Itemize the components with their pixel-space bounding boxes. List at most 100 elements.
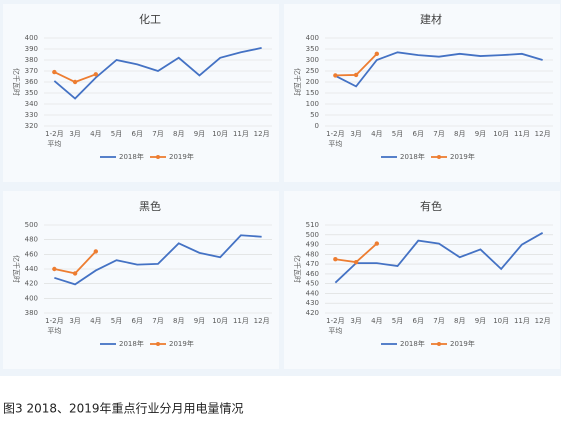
y-tick-label: 400 (306, 34, 319, 42)
x-tick-label: 9月 (194, 317, 205, 325)
series-line (334, 232, 544, 284)
y-tick-label: 100 (306, 100, 319, 108)
x-tick-label: 12月 (254, 130, 270, 138)
x-tick-line: 8月 (454, 130, 465, 138)
y-tick-label: 480 (25, 236, 38, 244)
x-tick-line: 1-2月 (326, 317, 344, 325)
x-tick-label: 3月 (69, 130, 80, 138)
y-axis-label: 亿千瓦时 (12, 68, 21, 96)
chart-area (284, 191, 560, 369)
point (52, 69, 57, 75)
x-tick-line: 4月 (90, 317, 101, 325)
chart-title: 有色 (420, 199, 442, 213)
x-tick-line: 8月 (173, 130, 184, 138)
x-tick-label: 1-2月平均 (326, 317, 344, 335)
x-tick-label: 7月 (433, 317, 444, 325)
point (374, 51, 380, 57)
point (72, 271, 78, 276)
x-tick-label: 6月 (132, 130, 143, 138)
point (333, 73, 338, 78)
point (333, 257, 338, 262)
y-tick-label: 50 (310, 111, 319, 119)
x-tick-line: 9月 (475, 130, 486, 138)
x-tick-line: 3月 (69, 317, 80, 325)
x-tick-line: 6月 (413, 130, 424, 138)
y-tick-label: 340 (25, 100, 38, 108)
x-tick-label: 11月 (233, 317, 249, 325)
x-tick-line: 10月 (212, 130, 228, 138)
point (93, 249, 99, 254)
x-tick-line: 9月 (194, 130, 205, 138)
legend-marker (437, 155, 441, 159)
x-tick-label: 12月 (535, 317, 551, 325)
x-tick-line: 5月 (111, 130, 122, 138)
x-tick-line: 12月 (254, 317, 270, 325)
y-tick-label: 250 (306, 67, 319, 75)
y-tick-label: 400 (25, 294, 38, 302)
x-tick-label: 9月 (475, 130, 486, 138)
x-tick-label: 1-2月平均 (326, 130, 344, 148)
y-tick-label: 500 (25, 221, 38, 229)
x-tick-label: 8月 (173, 317, 184, 325)
chart-title: 化工 (139, 12, 161, 26)
x-tick-label: 8月 (173, 130, 184, 138)
x-tick-label: 5月 (111, 317, 122, 325)
x-tick-line: 10月 (493, 130, 509, 138)
x-tick-line: 3月 (69, 130, 80, 138)
x-tick-line: 9月 (475, 317, 486, 325)
x-tick-label: 1-2月平均 (45, 317, 63, 335)
x-tick-label: 11月 (514, 317, 530, 325)
x-tick-label: 5月 (392, 317, 403, 325)
x-tick-line: 7月 (152, 130, 163, 138)
series-line (53, 47, 262, 100)
y-tick-label: 380 (25, 309, 38, 317)
x-tick-line: 10月 (212, 317, 228, 325)
x-tick-label: 9月 (475, 317, 486, 325)
x-tick-label: 4月 (90, 317, 101, 325)
point (353, 259, 359, 265)
y-tick-label: 490 (306, 241, 319, 249)
y-tick-label: 300 (306, 56, 319, 64)
y-tick-label: 400 (25, 34, 38, 42)
x-tick-label: 9月 (194, 130, 205, 138)
y-tick-label: 150 (306, 89, 319, 97)
y-tick-label: 450 (306, 280, 319, 288)
x-tick-label: 3月 (69, 317, 80, 325)
x-tick-line: 12月 (254, 130, 270, 138)
x-tick-line: 1-2月 (45, 130, 63, 138)
x-tick-label: 10月 (212, 130, 228, 138)
x-tick-line: 4月 (90, 130, 101, 138)
x-tick-label: 4月 (371, 317, 382, 325)
chart-area (3, 191, 279, 369)
x-tick-line: 7月 (152, 317, 163, 325)
x-tick-label: 3月 (350, 317, 361, 325)
x-tick-label: 5月 (392, 130, 403, 138)
x-tick-line: 1-2月 (326, 130, 344, 138)
x-tick-label: 6月 (132, 317, 143, 325)
x-tick-label: 12月 (254, 317, 270, 325)
y-tick-label: 420 (306, 309, 319, 317)
legend-marker (156, 155, 160, 159)
x-tick-line: 平均 (328, 139, 342, 148)
x-tick-label: 1-2月平均 (45, 130, 63, 148)
legend-label: 2018年 (400, 339, 425, 348)
y-tick-label: 380 (25, 56, 38, 64)
y-tick-label: 360 (25, 78, 38, 86)
x-tick-line: 平均 (47, 326, 61, 335)
x-tick-line: 3月 (350, 130, 361, 138)
x-tick-label: 5月 (111, 130, 122, 138)
y-tick-label: 350 (25, 89, 38, 97)
x-tick-line: 11月 (514, 317, 530, 325)
x-tick-line: 8月 (454, 317, 465, 325)
x-tick-line: 1-2月 (45, 317, 63, 325)
legend-marker (156, 342, 160, 346)
x-tick-label: 10月 (493, 130, 509, 138)
legend-label: 2019年 (169, 152, 194, 161)
x-tick-line: 4月 (371, 130, 382, 138)
x-tick-label: 7月 (433, 130, 444, 138)
x-tick-line: 11月 (233, 317, 249, 325)
x-tick-label: 3月 (350, 130, 361, 138)
y-tick-label: 370 (25, 67, 38, 75)
x-tick-line: 6月 (132, 317, 143, 325)
